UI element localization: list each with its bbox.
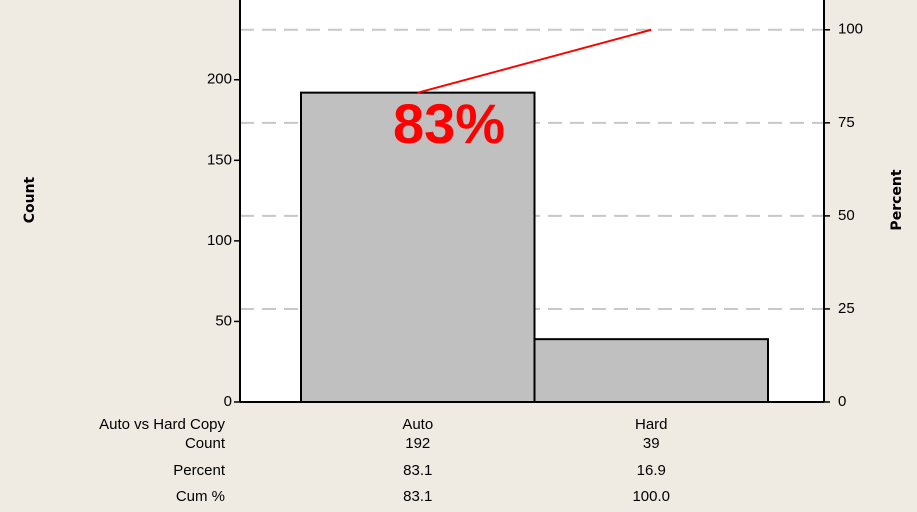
y-tick-label: 50 <box>215 312 232 329</box>
y2-tick-label: 25 <box>838 300 855 317</box>
cumulative-line <box>417 28 652 94</box>
y-axis-title: Count <box>22 176 38 223</box>
y2-tick-label: 100 <box>838 21 863 38</box>
annotation: 83% <box>393 92 505 155</box>
row-label: Cum % <box>176 488 225 505</box>
y-tick-label: 100 <box>207 232 232 249</box>
row-label: Count <box>185 435 226 452</box>
x-axis-title: Auto vs Hard Copy <box>99 416 225 433</box>
table-cell: 192 <box>405 435 430 452</box>
y-tick-label: 200 <box>207 71 232 88</box>
table-cell: 83.1 <box>403 462 432 479</box>
y2-axis-title: Percent <box>889 169 905 230</box>
table-cell: 16.9 <box>637 462 666 479</box>
y2-tick-label: 75 <box>838 114 855 131</box>
table-cell: 83.1 <box>403 488 432 505</box>
y2-tick-label: 50 <box>838 207 855 224</box>
table-cell: 39 <box>643 435 660 452</box>
y-tick-label: 150 <box>207 151 232 168</box>
x-tick-label: Hard <box>635 416 668 433</box>
row-label: Percent <box>173 462 226 479</box>
table-cell: 100.0 <box>632 488 670 505</box>
y2-tick-label: 0 <box>838 393 846 410</box>
bar <box>533 338 769 403</box>
x-tick-label: Auto <box>402 416 433 433</box>
y-tick-label: 0 <box>224 393 232 410</box>
